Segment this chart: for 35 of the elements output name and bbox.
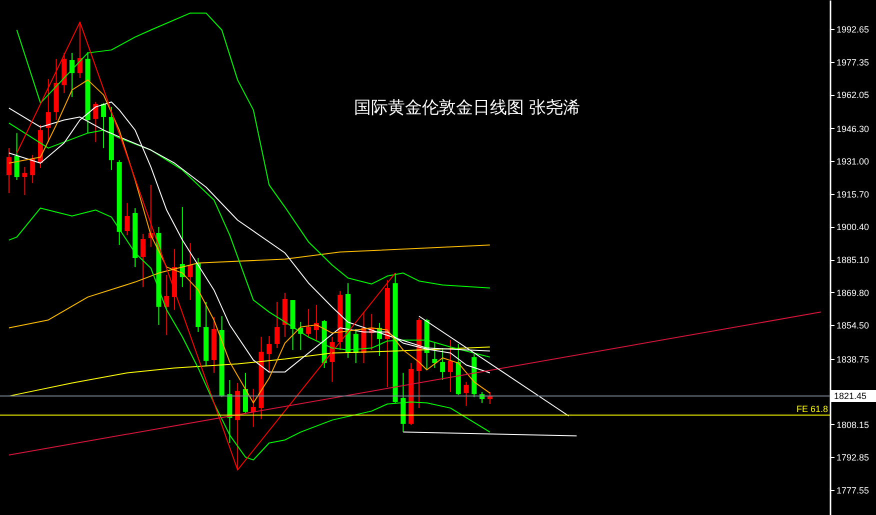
y-tick-label: 1777.55 [836,486,870,496]
line-series [8,244,490,328]
candlestick [46,78,51,143]
y-tick-label: 1885.10 [836,255,870,266]
candlestick [124,202,130,236]
candlestick [274,301,280,349]
text: 国际黄金伦敦金日线图 张尧浠 [354,98,580,118]
candlestick [464,381,469,406]
candlestick [242,372,248,414]
y-tick-label: 1977.35 [836,57,870,68]
candlestick [306,308,312,338]
candlestick [6,148,12,194]
y-tick-label: 1931.00 [836,156,870,167]
y-tick-label: 1992.65 [836,24,870,35]
candlestick [93,102,98,143]
y-tick-label: 1900.40 [836,222,870,232]
y-tick-label: 1946.30 [836,124,870,134]
candlestick [140,234,146,288]
candlestick [164,274,170,336]
y-tick-label: 1869.80 [836,288,870,298]
candlestick [188,242,193,301]
candlestick [22,166,28,196]
y-tick-label: 1838.75 [836,354,870,364]
candlestick [14,132,20,181]
candlestick [440,348,446,380]
y-tick-label: 1792.85 [836,452,870,463]
candlestick [448,339,453,392]
y-tick-label: 1854.50 [836,320,870,331]
y-tick-label: 1962.05 [836,90,870,100]
y-tick-label: 1915.70 [836,189,870,200]
ref-line-label: 1821.45 [834,390,867,401]
y-tick-label: 1808.15 [836,420,870,430]
candlestick [266,336,272,374]
ref-line-label: FE 61.8 [796,404,828,414]
candlestick [30,154,36,184]
